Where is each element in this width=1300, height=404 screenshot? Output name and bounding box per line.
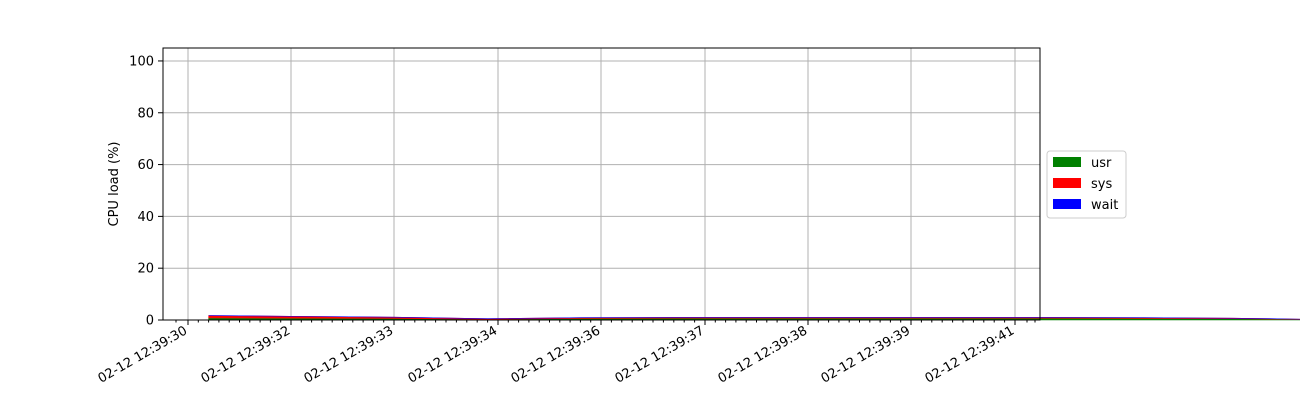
y-tick-label: 20	[137, 262, 154, 277]
x-tick-label: 02-12 12:39:32	[199, 323, 293, 386]
area-series-wait	[208, 315, 1300, 320]
x-tick-label: 02-12 12:39:33	[302, 323, 396, 386]
y-tick-label: 80	[137, 106, 154, 121]
legend-swatch-sys	[1053, 178, 1081, 188]
axis-ticks: 0 20 40 60 80 100 02-12 12:39:30 02-12 12:39:32…	[96, 54, 1036, 387]
legend-label-wait: wait	[1091, 198, 1118, 213]
y-tick-label: 60	[137, 158, 154, 173]
y-tick-label: 0	[146, 314, 154, 329]
grid	[163, 48, 1040, 321]
x-tick-label: 02-12 12:39:37	[613, 323, 707, 386]
legend-label-usr: usr	[1091, 156, 1112, 171]
legend-swatch-wait	[1053, 199, 1081, 209]
x-tick-label: 02-12 12:39:34	[406, 323, 500, 386]
y-tick-label: 40	[137, 210, 154, 225]
plot-areas	[208, 315, 1300, 321]
y-axis-label: CPU load (%)	[107, 142, 122, 227]
x-tick-label: 02-12 12:39:30	[96, 323, 190, 386]
x-tick-label: 02-12 12:39:36	[509, 323, 603, 386]
x-tick-label: 02-12 12:39:38	[716, 323, 810, 386]
legend-label-sys: sys	[1091, 177, 1112, 192]
x-tick-label: 02-12 12:39:41	[923, 323, 1017, 386]
legend: usr sys wait	[1046, 150, 1127, 219]
y-tick-label: 100	[129, 54, 154, 69]
legend-swatch-usr	[1053, 157, 1081, 167]
x-tick-label: 02-12 12:39:39	[819, 323, 913, 386]
